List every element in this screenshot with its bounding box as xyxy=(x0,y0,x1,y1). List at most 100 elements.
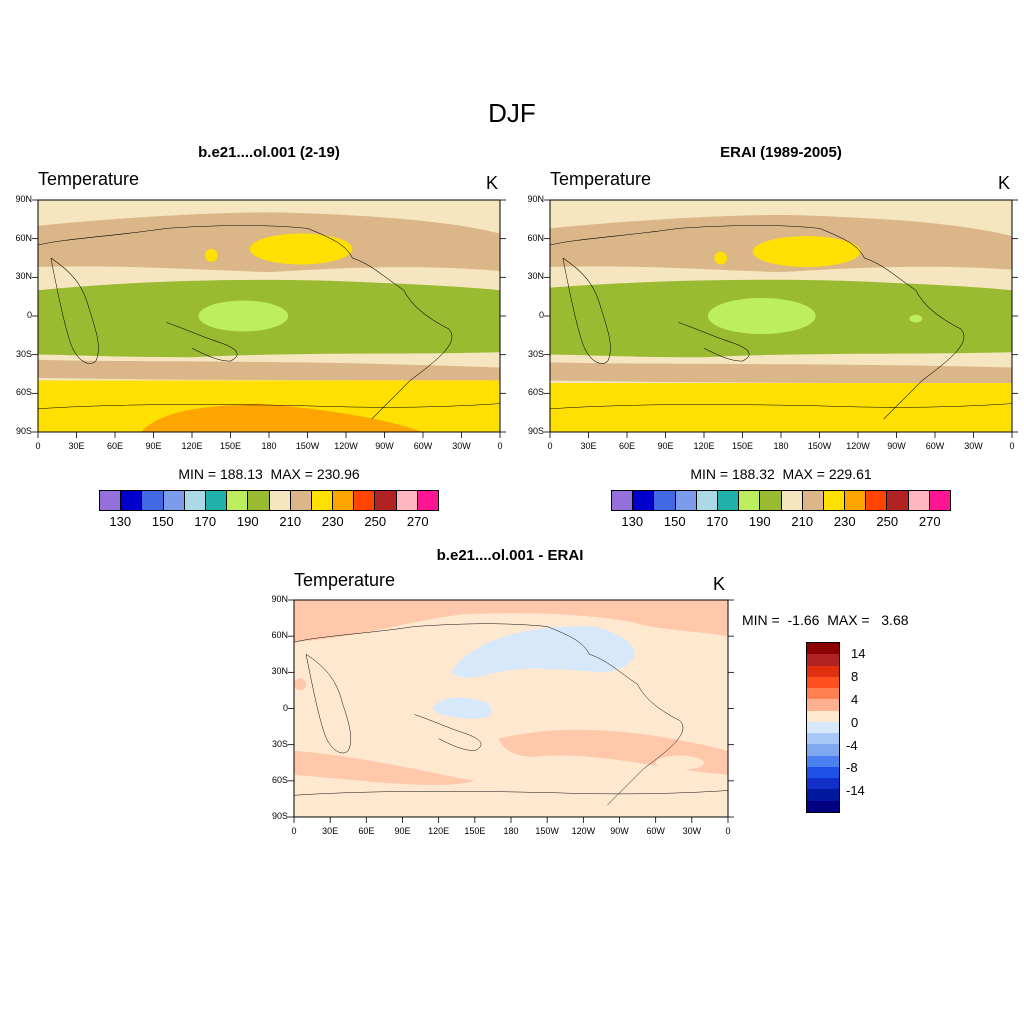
lat-tick-label: 0 xyxy=(26,310,32,320)
lon-tick-label: 90E xyxy=(145,441,162,451)
lon-tick-label: 30E xyxy=(322,826,339,836)
colorbar-swatch xyxy=(417,491,438,510)
lat-tick-label: 30N xyxy=(527,271,544,282)
colorbar-difference xyxy=(806,642,840,813)
min-value: MIN = 188.13 xyxy=(178,466,263,482)
colorbar-swatch xyxy=(807,733,839,745)
colorbar-swatch xyxy=(375,491,397,510)
colorbar-swatch xyxy=(633,491,655,510)
min-value: MIN = 188.32 xyxy=(690,466,775,482)
colorbar-label: 210 xyxy=(279,514,302,529)
lon-tick-label: 30W xyxy=(452,441,471,451)
colorbar-swatch xyxy=(354,491,376,510)
lon-tick-label: 150E xyxy=(464,826,486,836)
colorbar-swatch xyxy=(100,491,122,510)
lon-tick-label: 60E xyxy=(358,826,375,836)
coastlines xyxy=(294,623,728,806)
colorbar-swatch xyxy=(612,491,634,510)
colorbar-label: 210 xyxy=(791,514,814,529)
map-difference-temperature xyxy=(294,600,728,817)
lon-tick-label: 30E xyxy=(68,441,85,451)
colorbar-label: 190 xyxy=(748,514,771,529)
colorbar-label: 170 xyxy=(194,514,217,529)
colorbar-swatch xyxy=(807,721,839,734)
lat-tick-label: 60S xyxy=(15,387,32,398)
colorbar-label: 130 xyxy=(109,514,132,529)
lat-tick-label: 30S xyxy=(271,738,288,749)
max-value: MAX = 230.96 xyxy=(270,466,360,482)
colorbar-swatch xyxy=(333,491,355,510)
lon-tick-label: 30W xyxy=(964,441,983,451)
colorbar-labels-erai: 130 150 170 190 210 230 250 270 xyxy=(611,514,951,530)
lon-tick-label: 150W xyxy=(295,441,320,451)
colorbar-label: -4 xyxy=(846,737,858,753)
lon-tick-label: 30E xyxy=(580,441,597,451)
lat-tick-label: 90S xyxy=(15,426,32,436)
colorbar-swatch xyxy=(675,491,697,510)
colorbar-labels-model: 130 150 170 190 210 230 250 270 xyxy=(99,514,439,530)
colorbar-label: 230 xyxy=(321,514,344,529)
lon-tick-label: 60W xyxy=(646,826,665,836)
colorbar-swatch xyxy=(908,491,930,510)
colorbar-swatch xyxy=(248,491,270,510)
lat-tick-label: 60N xyxy=(271,630,288,641)
lon-tick-label: 0 xyxy=(291,826,297,836)
lon-tick-label: 60W xyxy=(925,441,945,451)
map-model-temperature xyxy=(38,200,500,432)
lat-tick-label: 90N xyxy=(271,594,288,604)
lat-tick-label: 60S xyxy=(271,774,288,785)
colorbar-swatch xyxy=(654,491,676,510)
lat-tick-label: 90N xyxy=(15,194,32,204)
colorbar-swatch xyxy=(807,654,839,666)
colorbar-label: 170 xyxy=(706,514,729,529)
colorbar-swatch xyxy=(739,491,761,510)
colorbar-swatch xyxy=(227,491,249,510)
colorbar-swatch xyxy=(802,491,824,510)
colorbar-swatch xyxy=(807,778,839,790)
colorbar-label: 250 xyxy=(364,514,387,529)
colorbar-label: 8 xyxy=(851,669,859,685)
field-bands xyxy=(550,200,1012,432)
colorbar-swatch xyxy=(807,744,839,756)
min-value: MIN = -1.66 xyxy=(742,612,820,628)
lon-tick-label: 0 xyxy=(1009,441,1015,451)
max-value: MAX = 229.61 xyxy=(782,466,872,482)
lon-tick-label: 120W xyxy=(571,826,596,836)
lat-tick-label: 0 xyxy=(538,310,544,320)
lat-tick-label: 60S xyxy=(527,387,544,398)
lon-tick-label: 60E xyxy=(618,441,635,451)
field-bands xyxy=(294,600,728,817)
map-border xyxy=(293,599,729,818)
lon-tick-label: 150W xyxy=(535,826,559,836)
colorbar-swatch xyxy=(807,699,839,711)
figure-title: DJF xyxy=(488,98,536,128)
lat-tick-label: 30N xyxy=(271,666,288,677)
colorbar-swatch xyxy=(142,491,164,510)
lat-tick-label: 30S xyxy=(527,348,544,359)
variable-label-erai: Temperature xyxy=(550,169,652,189)
colorbar-swatch xyxy=(929,491,950,510)
colorbar-swatch xyxy=(807,766,839,779)
colorbar-swatch xyxy=(887,491,909,510)
colorbar-swatch xyxy=(205,491,228,510)
minmax-model: MIN = 188.13 MAX = 230.96 xyxy=(38,466,500,482)
units-label-erai: K xyxy=(998,173,1011,193)
lon-tick-label: 0 xyxy=(35,441,41,451)
lon-tick-label: 0 xyxy=(547,441,553,451)
colorbar-label: 130 xyxy=(621,514,644,529)
coastlines xyxy=(550,225,1012,420)
colorbar-label: 250 xyxy=(876,514,899,529)
colorbar-erai xyxy=(611,490,951,511)
lon-tick-label: 150E xyxy=(731,441,754,451)
lon-tick-label: 180 xyxy=(773,441,789,451)
lon-tick-label: 0 xyxy=(497,441,503,451)
colorbar-swatch xyxy=(163,491,185,510)
colorbar-swatch xyxy=(807,676,839,689)
lon-tick-label: 60E xyxy=(106,441,123,451)
map-frame xyxy=(32,199,506,438)
colorbar-swatch xyxy=(311,491,334,510)
colorbar-swatch xyxy=(807,800,839,812)
colorbar-swatch xyxy=(184,491,206,510)
colorbar-label: 270 xyxy=(918,514,941,529)
colorbar-swatch xyxy=(696,491,718,510)
